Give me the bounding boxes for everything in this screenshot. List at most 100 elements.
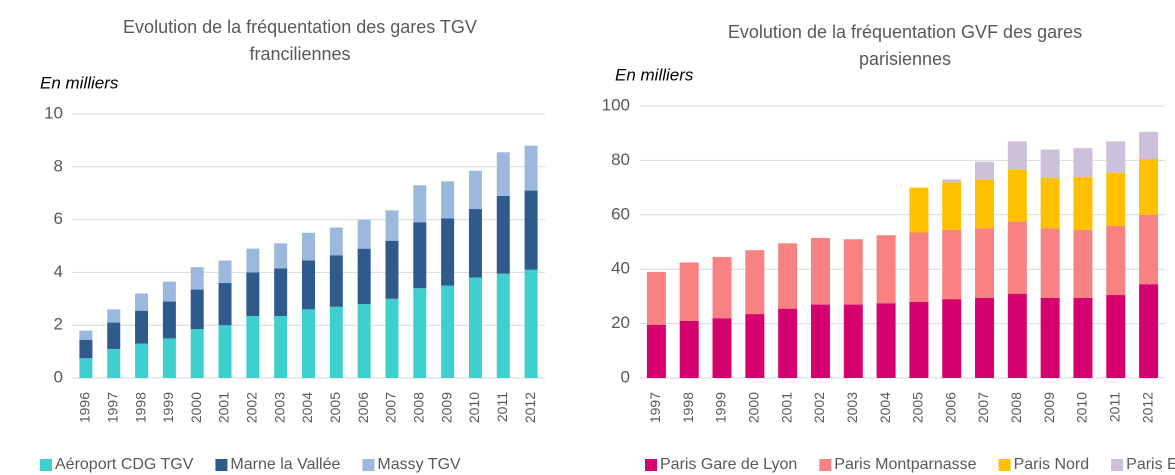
bar-segment [357, 304, 371, 378]
bar-segment [1040, 297, 1060, 378]
y-axis-label: En milliers [615, 65, 694, 84]
legend-swatch [998, 459, 1011, 471]
bar-segment [218, 282, 232, 326]
bar-segment [496, 273, 510, 378]
x-tick-label: 2009 [438, 392, 454, 423]
bar-segment [778, 308, 798, 378]
y-tick-label: 8 [54, 156, 63, 175]
bar-segment [329, 306, 343, 378]
x-tick-label: 2004 [877, 392, 893, 423]
bar-segment [413, 185, 427, 223]
x-tick-label: 1998 [680, 392, 696, 423]
bar-segment [1040, 228, 1060, 298]
bar-segment [468, 277, 482, 378]
x-tick-label: 2007 [975, 392, 991, 423]
bar-segment [162, 338, 176, 378]
bar-segment [975, 179, 995, 229]
bar-segment [302, 260, 315, 310]
chart-title: Evolution de la fréquentation GVF des ga… [727, 22, 1083, 69]
bar-segment [246, 248, 260, 273]
y-tick-label: 100 [602, 95, 630, 114]
bar-segment [329, 227, 343, 256]
bar-segment [942, 179, 962, 183]
bar-segment [1106, 172, 1126, 226]
bar-segment [302, 309, 315, 378]
bar-segment [524, 269, 538, 378]
x-tick-label: 2009 [1041, 392, 1057, 423]
bar-segment [1139, 131, 1159, 160]
bar-segment [1007, 141, 1027, 170]
legend-label: Marne la Vallée [230, 456, 340, 473]
y-tick-label: 6 [54, 209, 63, 228]
bar-segment [1106, 225, 1126, 296]
legend-label: Paris Gare de Lyon [660, 456, 797, 473]
legend-swatch [645, 459, 657, 471]
bar-segment [1073, 176, 1093, 230]
y-tick-label: 2 [54, 315, 63, 334]
bar-segment [274, 315, 288, 378]
bar-segment [679, 262, 699, 321]
legend-swatch [1111, 459, 1124, 471]
bar-segment [942, 229, 962, 300]
x-tick-label: 2002 [811, 392, 827, 423]
legend-swatch [215, 459, 228, 471]
x-tick-label: 2003 [844, 392, 860, 423]
bar-segment [1040, 178, 1060, 229]
x-tick-label: 2008 [410, 392, 426, 423]
chart-title: Evolution de la fréquentation des gares … [123, 17, 477, 64]
bar-segment [1007, 293, 1027, 378]
bar-segment [1106, 295, 1126, 378]
legend-swatch [819, 459, 832, 471]
x-tick-label: 2012 [522, 392, 538, 423]
x-tick-label: 2002 [244, 392, 260, 423]
bar-segment [1073, 229, 1093, 298]
legend-swatch [40, 459, 52, 471]
bar-segment [274, 268, 288, 316]
bar-segment [843, 239, 863, 305]
bar-segment [810, 237, 830, 305]
x-tick-label: 2000 [188, 392, 204, 423]
bar-segment [190, 267, 204, 290]
bar-segment [190, 289, 204, 330]
y-tick-label: 0 [54, 367, 63, 386]
bar-segment [942, 299, 962, 378]
bar-segment [413, 288, 427, 378]
bar-segment [909, 232, 929, 302]
bar-segment [135, 310, 149, 344]
x-tick-label: 2010 [466, 392, 482, 423]
x-tick-label: 1999 [160, 392, 176, 423]
bar-segment [1040, 149, 1060, 179]
bar-segment [975, 228, 995, 298]
x-tick-label: 2003 [271, 392, 287, 423]
bar-segment [975, 161, 995, 180]
bar-segment [329, 255, 343, 307]
bar-segment [190, 329, 204, 378]
bar-segment [524, 145, 538, 191]
y-tick-label: 80 [611, 150, 630, 169]
bar-segment [876, 235, 896, 304]
bar-segment [79, 339, 93, 359]
bar-segment [745, 314, 765, 378]
bar-segment [135, 293, 149, 311]
bar-segment [107, 309, 121, 323]
x-tick-label: 2005 [910, 392, 926, 423]
x-tick-label: 2011 [494, 392, 510, 422]
bar-segment [712, 318, 732, 378]
bar-segment [107, 348, 121, 378]
bar-segment [876, 303, 896, 378]
y-tick-label: 20 [611, 313, 630, 332]
bar-segment [357, 248, 371, 305]
bar-segment [162, 301, 176, 339]
bar-segment [385, 240, 399, 299]
bar-segment [942, 182, 962, 230]
x-tick-label: 2007 [383, 392, 399, 423]
bar-segment [441, 218, 455, 286]
bar-segment [79, 330, 93, 340]
bar-segment [496, 152, 510, 196]
bar-segment [1139, 214, 1159, 285]
x-tick-label: 2008 [1008, 392, 1024, 423]
x-tick-label: 2011 [1106, 392, 1122, 422]
bar-segment [810, 304, 830, 378]
bar-segment [1007, 169, 1027, 222]
